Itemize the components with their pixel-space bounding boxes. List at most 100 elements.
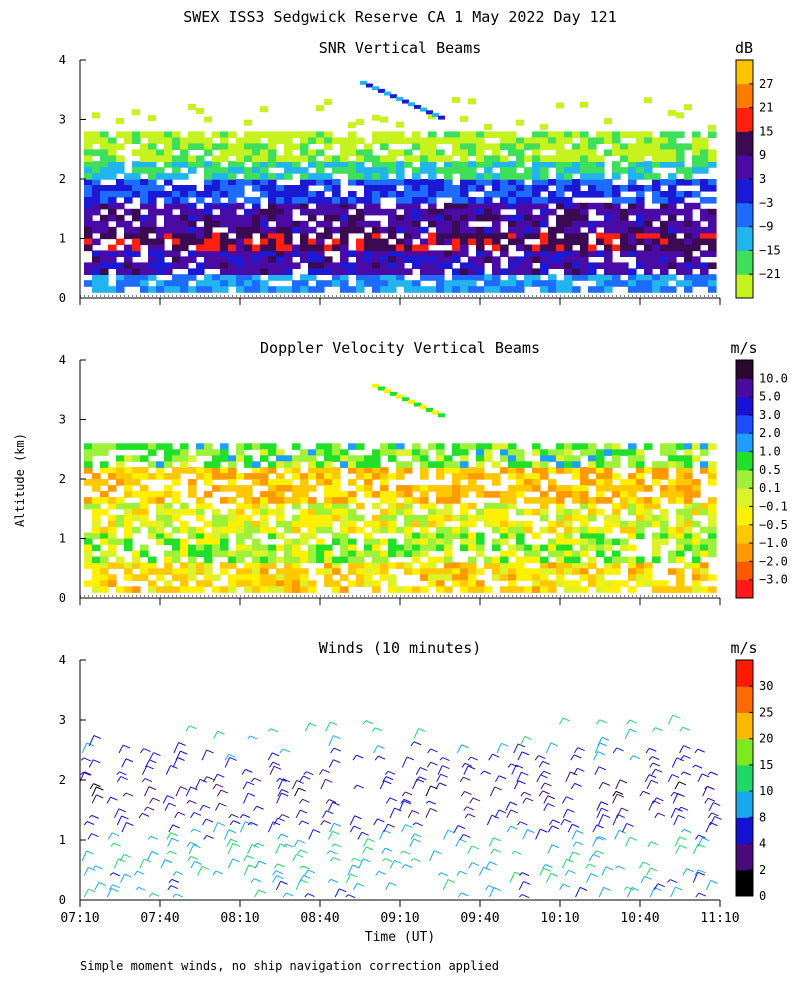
snr-cell — [524, 155, 533, 162]
velocity-cell — [180, 550, 189, 558]
velocity-cell — [444, 461, 453, 468]
wind-barb-staff — [517, 751, 523, 761]
velocity-cell — [268, 485, 277, 492]
velocity-cell — [660, 491, 669, 498]
wind-barb-flag — [217, 773, 225, 778]
velocity-cell — [508, 467, 517, 474]
wind-barb — [166, 832, 178, 840]
snr-cell — [660, 161, 669, 168]
velocity-cell — [556, 520, 565, 528]
wind-barb-staff — [459, 776, 464, 783]
snr-cell — [396, 250, 405, 257]
snr-cell — [380, 167, 389, 174]
velocity-cell — [380, 497, 389, 504]
snr-cell — [428, 202, 437, 210]
wind-barb-staff — [534, 755, 539, 761]
wind-barb-flag — [648, 774, 657, 779]
wind-barb-staff — [190, 812, 195, 819]
snr-cell — [668, 191, 677, 198]
snr-cell — [228, 197, 237, 204]
snr-cell — [308, 131, 317, 138]
velocity-cell — [212, 574, 221, 581]
snr-cell — [220, 262, 229, 269]
velocity-cell — [508, 580, 517, 587]
snr-cell — [148, 274, 157, 281]
wind-barb-flag — [457, 825, 466, 829]
velocity-cell — [532, 461, 541, 468]
velocity-cell — [628, 491, 637, 498]
wind-barb-flag — [229, 757, 237, 761]
wind-barb-staff — [708, 802, 714, 811]
velocity-cell — [92, 574, 101, 581]
snr-cell — [484, 191, 493, 198]
snr-cell — [100, 202, 109, 210]
velocity-cell — [284, 485, 293, 492]
snr-cell — [428, 149, 437, 156]
snr-cell — [668, 256, 677, 263]
velocity-cell — [404, 502, 413, 510]
wind-barb — [122, 792, 134, 797]
wind-barb — [212, 870, 224, 876]
snr-cell — [132, 208, 141, 216]
snr-cell — [700, 197, 709, 204]
wind-barb-staff — [107, 832, 113, 840]
velocity-cell — [84, 550, 93, 558]
velocity-cell — [596, 538, 605, 546]
snr-cell — [692, 155, 701, 162]
velocity-cell — [276, 508, 285, 516]
wind-barb-staff — [679, 726, 684, 732]
snr-cell — [436, 208, 445, 216]
velocity-cell — [468, 514, 477, 522]
snr-cell — [260, 155, 269, 162]
velocity-cell — [364, 568, 373, 575]
velocity-cell — [644, 485, 653, 492]
snr-cell — [324, 185, 333, 192]
wind-barb-staff — [509, 872, 516, 883]
snr-cell — [428, 185, 437, 192]
snr-cell — [324, 98, 332, 105]
snr-cell — [260, 244, 269, 252]
velocity-cell — [340, 461, 349, 468]
snr-cell — [380, 185, 389, 192]
snr-cell — [692, 280, 701, 287]
velocity-cell — [276, 461, 285, 468]
wind-barb-flag — [698, 892, 707, 897]
snr-cell — [356, 226, 365, 234]
wind-barb-staff — [389, 860, 395, 869]
wind-barb-staff — [400, 799, 405, 804]
velocity-panel-title: Doppler Velocity Vertical Beams — [260, 339, 540, 357]
wind-barb-flag — [86, 850, 94, 855]
velocity-cell — [660, 580, 669, 587]
velocity-cell — [228, 467, 237, 474]
velocity-cell — [244, 586, 253, 593]
velocity-cell — [420, 467, 429, 474]
snr-cell — [260, 161, 269, 168]
velocity-cell — [356, 580, 365, 587]
snr-cell — [436, 220, 445, 228]
snr-cell — [188, 131, 197, 138]
wind-barb-flag — [299, 809, 308, 814]
velocity-cell — [378, 386, 385, 391]
velocity-cell — [556, 449, 565, 456]
velocity-cell — [84, 461, 93, 468]
wind-barb-staff — [697, 773, 703, 783]
velocity-cell — [276, 556, 285, 564]
wind-barb — [567, 823, 580, 833]
velocity-cell — [428, 568, 437, 575]
snr-cell — [412, 244, 421, 252]
wind-barb-staff — [592, 824, 598, 833]
velocity-cell — [612, 586, 621, 593]
snr-cell — [220, 191, 229, 198]
snr-cell — [220, 202, 229, 210]
snr-cell — [300, 185, 309, 192]
snr-cell — [300, 250, 309, 257]
velocity-cell — [172, 550, 181, 558]
snr-cell — [436, 185, 445, 192]
velocity-cell — [572, 514, 581, 522]
velocity-cell — [556, 556, 565, 564]
velocity-cell — [668, 550, 677, 558]
wind-barb-flag — [309, 722, 317, 727]
snr-cell — [132, 185, 141, 192]
velocity-cell — [660, 485, 669, 492]
velocity-cell — [572, 586, 581, 593]
